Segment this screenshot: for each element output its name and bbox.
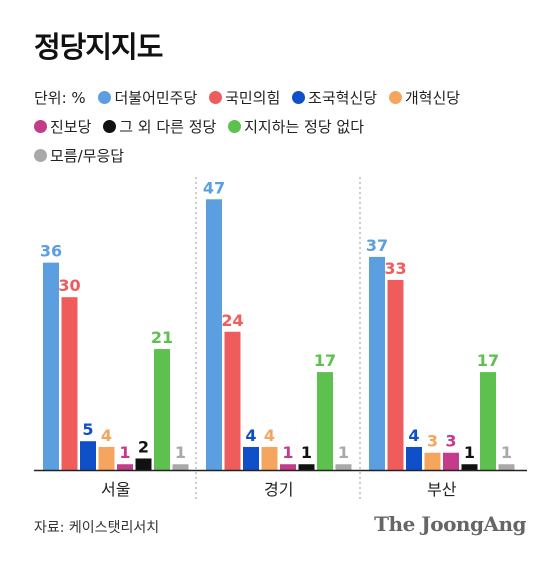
data-label-1-5: 1	[301, 443, 312, 462]
data-label-0-2: 5	[82, 420, 93, 439]
bar-2-5	[461, 464, 478, 470]
legend-label-3: 개혁신당	[404, 89, 461, 107]
bar-0-6	[154, 349, 170, 470]
bar-2-7	[498, 464, 515, 470]
legend-swatch-5	[103, 120, 117, 133]
bar-0-1	[61, 297, 78, 470]
unit-label: 단위: %	[34, 89, 86, 107]
bar-1-6	[317, 372, 333, 470]
bar-0-5	[135, 458, 152, 470]
chart-title: 정당지지도	[34, 30, 163, 64]
bar-0-7	[172, 464, 189, 470]
data-label-1-4: 1	[282, 443, 293, 462]
bar-1-5	[298, 464, 315, 470]
legend-label-2: 조국혁신당	[308, 89, 378, 107]
data-label-1-3: 4	[264, 426, 275, 445]
bar-0-4	[117, 464, 133, 470]
data-label-0-6: 21	[151, 328, 173, 347]
data-label-2-0: 37	[366, 236, 388, 255]
publisher-logo: The JoongAng	[374, 512, 526, 536]
legend-label-6: 지지하는 정당 없다	[244, 118, 365, 136]
legend-swatch-1	[209, 91, 223, 104]
legend-swatch-2	[292, 91, 306, 104]
legend-swatch-6	[228, 120, 242, 133]
data-label-1-7: 1	[338, 443, 349, 462]
legend-item-3: 개혁신당	[388, 84, 461, 113]
data-label-2-5: 1	[464, 443, 475, 462]
data-label-0-5: 2	[138, 437, 149, 456]
data-label-2-4: 3	[445, 432, 456, 451]
category-label-0: 서울	[101, 480, 130, 499]
legend-swatch-4	[34, 120, 47, 133]
data-label-2-7: 1	[501, 443, 512, 462]
legend-label-4: 진보당	[50, 118, 92, 136]
bar-2-6	[480, 372, 496, 470]
data-label-2-3: 3	[427, 432, 438, 451]
legend-item-2: 조국혁신당	[292, 84, 377, 113]
data-label-1-1: 24	[221, 311, 243, 330]
bar-2-2	[406, 446, 422, 470]
bar-1-3	[261, 446, 278, 470]
legend-item-6: 지지하는 정당 없다	[228, 113, 364, 142]
bar-0-2	[80, 441, 96, 470]
data-label-2-1: 33	[384, 259, 406, 278]
legend-item-4: 진보당	[34, 113, 91, 142]
legend-swatch-0	[98, 91, 112, 104]
data-label-1-2: 4	[245, 426, 256, 445]
legend-label-7: 모름/무응답	[50, 147, 125, 165]
category-label-2: 부산	[427, 480, 457, 499]
bar-1-0	[206, 199, 222, 470]
legend: 단위: % 더불어민주당 국민의힘 조국혁신당 개혁신당 진보당 그 외 다른 …	[34, 84, 544, 171]
legend-item-1: 국민의힘	[209, 84, 280, 113]
category-label-1: 경기	[264, 480, 293, 499]
legend-item-0: 더불어민주당	[98, 84, 197, 113]
bar-1-4	[280, 464, 296, 470]
legend-label-1: 국민의힘	[225, 89, 281, 107]
data-label-0-7: 1	[175, 443, 186, 462]
legend-item-7: 모름/무응답	[34, 142, 124, 171]
bar-1-2	[243, 446, 259, 470]
data-label-2-6: 17	[477, 351, 499, 370]
bar-0-3	[98, 446, 115, 470]
legend-swatch-7	[34, 149, 47, 162]
data-label-0-4: 1	[119, 443, 130, 462]
data-label-2-2: 4	[408, 426, 419, 445]
data-label-1-0: 47	[203, 178, 225, 197]
legend-label-0: 더불어민주당	[114, 89, 198, 107]
data-label-0-3: 4	[101, 426, 112, 445]
source-note: 자료: 케이스탯리서치	[34, 520, 160, 536]
legend-item-5: 그 외 다른 정당	[103, 113, 216, 142]
data-label-1-6: 17	[314, 351, 336, 370]
bar-1-7	[335, 464, 352, 470]
bar-1-1	[224, 331, 241, 470]
legend-label-5: 그 외 다른 정당	[119, 118, 217, 136]
bar-2-1	[387, 279, 404, 470]
bar-2-3	[424, 452, 441, 470]
bar-2-0	[369, 256, 385, 470]
data-label-0-1: 30	[58, 276, 80, 295]
legend-swatch-3	[388, 91, 402, 104]
bar-0-0	[43, 262, 59, 470]
data-label-0-0: 36	[40, 242, 62, 261]
bar-2-4	[443, 452, 459, 470]
